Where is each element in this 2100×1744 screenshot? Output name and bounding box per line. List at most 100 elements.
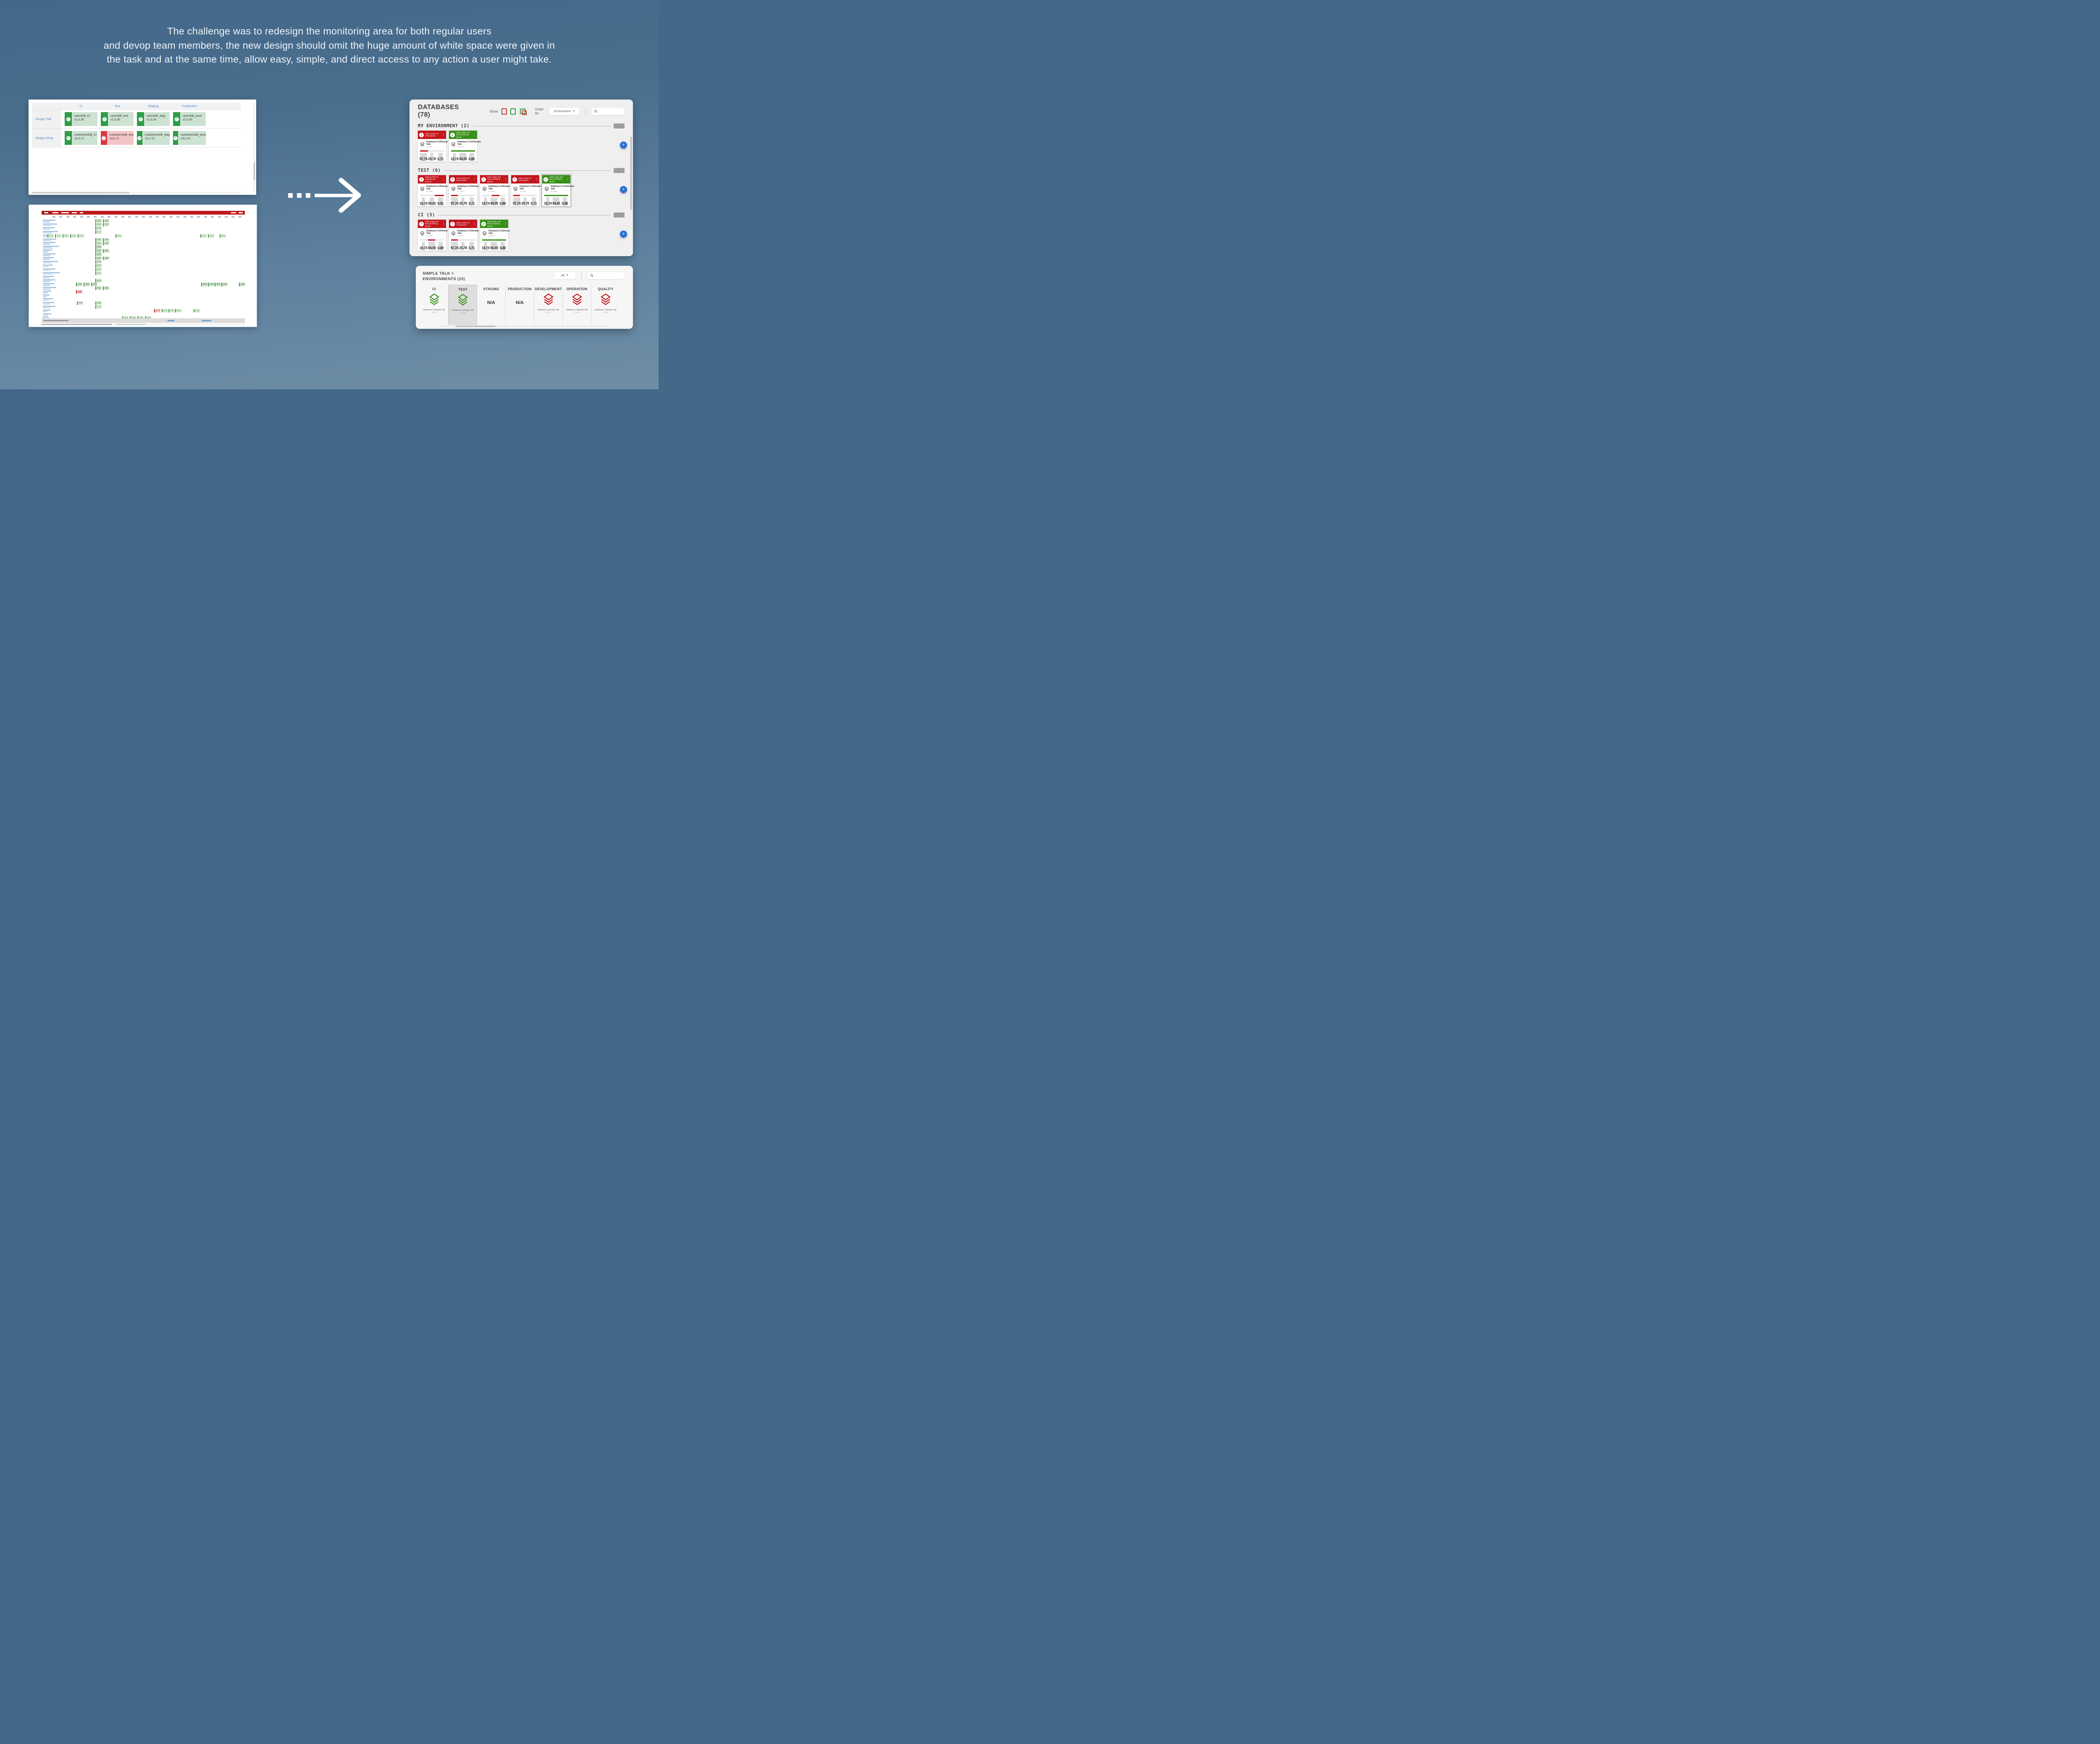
scrollbar-thumb[interactable] (42, 323, 112, 325)
database-card[interactable]: ✓ High usage and low processing speed. ⋮ Da… (449, 131, 481, 162)
column-header-staging[interactable]: Staging (148, 104, 159, 108)
scrollbar-thumb[interactable] (32, 192, 129, 194)
deployment-card[interactable] (103, 241, 109, 245)
list-view-icon[interactable] (620, 123, 625, 129)
view-toggle-pill[interactable] (614, 212, 625, 218)
deployment-card[interactable] (168, 309, 175, 312)
row-label[interactable] (43, 223, 57, 225)
add-database-button[interactable]: + (620, 142, 627, 149)
kebab-menu-icon[interactable]: ⋮ (442, 222, 445, 226)
deployment-card[interactable] (95, 223, 102, 227)
scrollbar-thumb[interactable] (254, 163, 255, 180)
deployment-card[interactable] (103, 257, 109, 260)
environments-horizontal-scrollbar[interactable] (441, 325, 609, 327)
deployment-card[interactable] (201, 283, 207, 286)
deployment-card[interactable] (103, 286, 109, 290)
deployment-card[interactable] (95, 260, 102, 264)
row-label[interactable] (43, 260, 58, 262)
scrollbar-thumb[interactable] (456, 325, 496, 327)
row-label[interactable] (43, 249, 52, 251)
kebab-menu-icon[interactable]: ⋮ (473, 133, 476, 136)
row-label[interactable] (43, 302, 55, 303)
environment-column-development[interactable]: DEVELOPMENT Database1.CI/Simple Talk v1.0.… (534, 285, 563, 325)
deployment-card[interactable] (95, 230, 102, 234)
db-version-cell[interactable]: ✓ customersDB_stag v3.2.70 (137, 131, 170, 145)
environment-column-production[interactable]: PRODUCTION N/A (506, 285, 534, 325)
deployment-card[interactable] (103, 249, 109, 253)
kebab-menu-icon[interactable]: ⋮ (504, 178, 507, 181)
deployment-card[interactable] (162, 309, 168, 312)
environment-column-ci[interactable]: CI Database1.CI/Simple Talk v1.0.35 (420, 285, 449, 325)
column-header-production[interactable]: Production (182, 104, 197, 108)
show-all-toggle[interactable] (519, 108, 527, 115)
row-label[interactable] (43, 220, 55, 221)
row-label[interactable] (43, 272, 60, 273)
row-label[interactable] (43, 279, 55, 281)
view-toggle-pill[interactable] (614, 123, 625, 129)
kebab-menu-icon[interactable]: ⋮ (473, 178, 476, 181)
deployment-card[interactable] (95, 245, 102, 249)
deployment-card[interactable] (215, 283, 221, 286)
row-label[interactable] (43, 291, 51, 292)
deployment-card[interactable] (84, 283, 90, 286)
row-label[interactable] (43, 305, 55, 307)
db-version-cell[interactable]: ✓ usersDB_prod v1.0.35 (173, 112, 206, 126)
deployment-card[interactable] (95, 253, 102, 257)
database-card[interactable]: ! High number of connections. ⋮ Database1.C… (418, 131, 448, 162)
search-box[interactable] (591, 108, 625, 115)
row-label[interactable] (43, 287, 56, 288)
deployment-card[interactable] (78, 234, 84, 238)
search-input[interactable] (599, 109, 622, 113)
deployment-card[interactable] (76, 283, 82, 286)
table-vertical-scrollbar[interactable] (253, 103, 255, 192)
scrollbar-thumb[interactable] (116, 323, 146, 325)
environment-column-operation[interactable]: OPERATION Database1.CI/Simple Talk v1.0.35 (563, 285, 591, 325)
menu-item[interactable] (52, 212, 58, 213)
environments-search-box[interactable] (588, 272, 625, 279)
kebab-menu-icon[interactable]: ⋮ (473, 222, 476, 226)
deployment-card[interactable] (47, 234, 54, 238)
deployment-card[interactable] (95, 238, 102, 241)
view-toggle-pill[interactable] (614, 168, 625, 173)
deployment-card[interactable] (95, 241, 102, 245)
deployment-card[interactable] (95, 286, 102, 290)
row-label[interactable] (43, 246, 59, 247)
db-version-cell[interactable]: ✓ usersDB_CI v1.0.35 (65, 112, 97, 126)
grid-view-icon[interactable] (614, 212, 620, 218)
deployment-card[interactable] (116, 234, 122, 238)
deployment-card[interactable] (221, 283, 228, 286)
row-label[interactable] (43, 253, 55, 255)
deployment-card[interactable] (175, 309, 181, 312)
db-version-cell[interactable]: ✓ usersDB_test v1.0.35 (101, 112, 134, 126)
panel-vertical-scrollbar[interactable] (630, 136, 632, 210)
column-header-test[interactable]: Test (114, 104, 120, 108)
row-label[interactable] (43, 268, 55, 270)
menu-item[interactable] (72, 212, 77, 213)
environment-filter-dropdown[interactable]: All ▼ (554, 272, 575, 279)
database-card[interactable]: ! High number of connections. ⋮ Database1.C… (449, 175, 479, 206)
kebab-menu-icon[interactable]: ⋮ (566, 178, 569, 181)
environment-column-test[interactable]: TEST Database1.CI/Simple Talk v1.0.35 (449, 285, 477, 325)
deployment-card[interactable] (95, 249, 102, 253)
project-link[interactable]: Simple Talk (35, 117, 52, 121)
search-input[interactable] (595, 273, 618, 278)
environment-column-staging[interactable]: STAGING N/A (477, 285, 506, 325)
environment-column-quality[interactable]: QUALITY Database1.CI/Simple Talk v1.0.35 (591, 285, 620, 325)
pipeline-horizontal-scrollbar[interactable] (42, 323, 245, 325)
deployment-card[interactable] (70, 234, 76, 238)
deployment-card[interactable] (95, 279, 102, 283)
deployment-card[interactable] (95, 305, 102, 309)
kebab-menu-icon[interactable]: ⋮ (442, 133, 445, 136)
grid-view-icon[interactable] (614, 123, 620, 129)
menu-item[interactable] (239, 212, 243, 213)
db-version-cell[interactable]: ✓ customersDB_CI v3.2.71 (65, 131, 97, 145)
database-card[interactable]: ✓ High usage and low processing speed. ⋮ Da… (480, 220, 510, 251)
row-label[interactable] (43, 231, 58, 232)
deployment-card[interactable] (95, 219, 102, 223)
deployment-card[interactable] (76, 290, 82, 294)
deployment-card[interactable] (239, 283, 245, 286)
deployment-card[interactable] (63, 234, 69, 238)
project-link[interactable]: Widget Shop (35, 136, 53, 140)
deployment-card[interactable] (95, 226, 102, 231)
row-label[interactable] (43, 313, 51, 315)
